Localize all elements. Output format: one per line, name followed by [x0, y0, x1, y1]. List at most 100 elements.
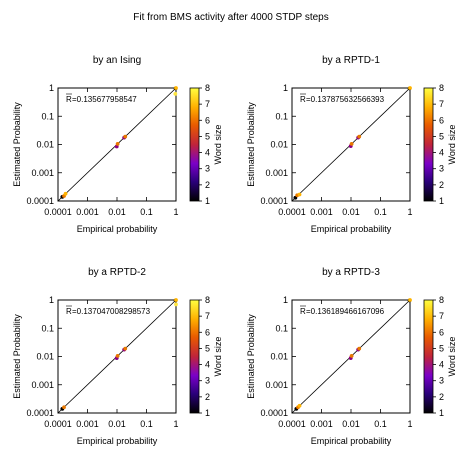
colorbar-tick-label: 7: [439, 99, 444, 109]
x-tick-label: 0.01: [342, 207, 360, 217]
colorbar-label: Word size: [213, 125, 223, 165]
x-tick-label: 0.001: [76, 419, 99, 429]
x-axis-label: Empirical probability: [77, 436, 158, 446]
x-tick-label: 0.01: [108, 419, 126, 429]
x-axis-label: Empirical probability: [311, 436, 392, 446]
figure-title: Fit from BMS activity after 4000 STDP st…: [133, 12, 328, 23]
y-axis-label: Estimated Probability: [246, 314, 256, 399]
y-tick-label: 0.01: [270, 140, 288, 150]
data-point: [297, 192, 302, 197]
subplot-title: by a RPTD-1: [322, 55, 380, 66]
y-tick-label: 0.0001: [260, 196, 288, 206]
r-squared-value: =0.137875632566393: [306, 95, 385, 104]
x-tick-label: 1: [173, 419, 178, 429]
colorbar-tick-label: 2: [205, 180, 210, 190]
colorbar: [189, 299, 200, 414]
colorbar-tick-label: 8: [439, 295, 444, 305]
colorbar-tick-label: 2: [439, 392, 444, 402]
y-tick-label: 0.1: [275, 323, 288, 333]
y-tick-label: 0.1: [41, 111, 54, 121]
data-point: [115, 142, 120, 146]
data-point: [174, 86, 178, 90]
x-tick-label: 0.001: [76, 207, 99, 217]
colorbar: [423, 87, 434, 202]
subplot-title: by a RPTD-2: [88, 267, 146, 278]
y-tick-label: 0.001: [265, 168, 288, 178]
colorbar-tick-label: 1: [439, 408, 444, 418]
y-tick-label: 0.0001: [26, 408, 54, 418]
x-tick-label: 0.1: [140, 419, 153, 429]
colorbar-tick-label: 3: [439, 376, 444, 386]
x-axis-label: Empirical probability: [311, 224, 392, 234]
x-tick-label: 1: [407, 419, 412, 429]
subplot-1: by an Ising 0.0001 0.001 0.01 0.1 1 0.0001 0.00…: [12, 55, 223, 234]
colorbar-tick-label: 5: [439, 131, 444, 141]
colorbar-tick-label: 5: [205, 343, 210, 353]
colorbar-tick-label: 5: [439, 343, 444, 353]
x-tick-label: 0.001: [310, 207, 333, 217]
colorbar: [189, 87, 200, 202]
y-tick-label: 1: [49, 295, 54, 305]
data-point: [173, 91, 178, 96]
colorbar-tick-label: 4: [205, 148, 210, 158]
y-tick-label: 0.01: [36, 352, 54, 362]
x-tick-label: 0.0001: [278, 419, 306, 429]
r-squared-value: =0.137047008298573: [72, 307, 151, 316]
data-point: [63, 191, 68, 196]
subplot-title: by a RPTD-3: [322, 267, 380, 278]
colorbar-tick-label: 7: [205, 99, 210, 109]
colorbar-tick-label: 5: [205, 131, 210, 141]
y-tick-label: 0.01: [270, 352, 288, 362]
y-tick-label: 0.1: [41, 323, 54, 333]
data-point: [349, 354, 354, 358]
data-point: [115, 354, 120, 358]
x-tick-label: 0.1: [374, 207, 387, 217]
subplot-title: by an Ising: [93, 55, 141, 66]
colorbar-label: Word size: [213, 337, 223, 377]
data-point: [357, 134, 362, 139]
subplot-4: by a RPTD-3 0.0001 0.001 0.01 0.1 1 0.0001 0.00…: [246, 267, 457, 446]
data-point: [62, 405, 66, 410]
data-point: [123, 134, 128, 139]
colorbar-tick-label: 2: [439, 180, 444, 190]
r-squared-symbol: R: [300, 307, 306, 316]
r-squared-symbol: R: [66, 95, 72, 104]
x-tick-label: 0.0001: [44, 207, 72, 217]
colorbar-tick-label: 4: [439, 148, 444, 158]
y-tick-label: 1: [49, 83, 54, 93]
data-point: [349, 142, 354, 146]
y-tick-label: 0.0001: [26, 196, 54, 206]
y-tick-label: 0.001: [265, 380, 288, 390]
r-squared-value: =0.136189466167096: [306, 307, 385, 316]
data-point: [408, 86, 412, 90]
colorbar-tick-label: 4: [205, 360, 210, 370]
colorbar-tick-label: 8: [205, 295, 210, 305]
data-point: [297, 403, 302, 408]
data-point: [357, 346, 362, 351]
x-tick-label: 0.0001: [278, 207, 306, 217]
colorbar-tick-label: 7: [205, 311, 210, 321]
colorbar-tick-label: 1: [439, 196, 444, 206]
colorbar-tick-label: 2: [205, 392, 210, 402]
colorbar-tick-label: 3: [205, 376, 210, 386]
x-tick-label: 0.1: [140, 207, 153, 217]
colorbar-tick-label: 6: [439, 327, 444, 337]
data-point: [408, 298, 412, 302]
colorbar-tick-label: 6: [439, 115, 444, 125]
x-tick-label: 0.0001: [44, 419, 72, 429]
x-tick-label: 0.01: [342, 419, 360, 429]
colorbar-tick-label: 6: [205, 327, 210, 337]
r-squared-symbol: R: [66, 307, 72, 316]
colorbar-tick-label: 1: [205, 408, 210, 418]
data-point: [174, 302, 178, 307]
y-tick-label: 0.1: [275, 111, 288, 121]
x-tick-label: 0.001: [310, 419, 333, 429]
colorbar-tick-label: 8: [439, 83, 444, 93]
y-tick-label: 0.001: [31, 168, 54, 178]
y-tick-label: 1: [283, 295, 288, 305]
colorbar-tick-label: 7: [439, 311, 444, 321]
r-squared-value: =0.135677958547: [72, 95, 137, 104]
subplot-2: by a RPTD-1 0.0001 0.001 0.01 0.1 1 0.0001 0.00…: [246, 55, 457, 234]
colorbar-tick-label: 8: [205, 83, 210, 93]
